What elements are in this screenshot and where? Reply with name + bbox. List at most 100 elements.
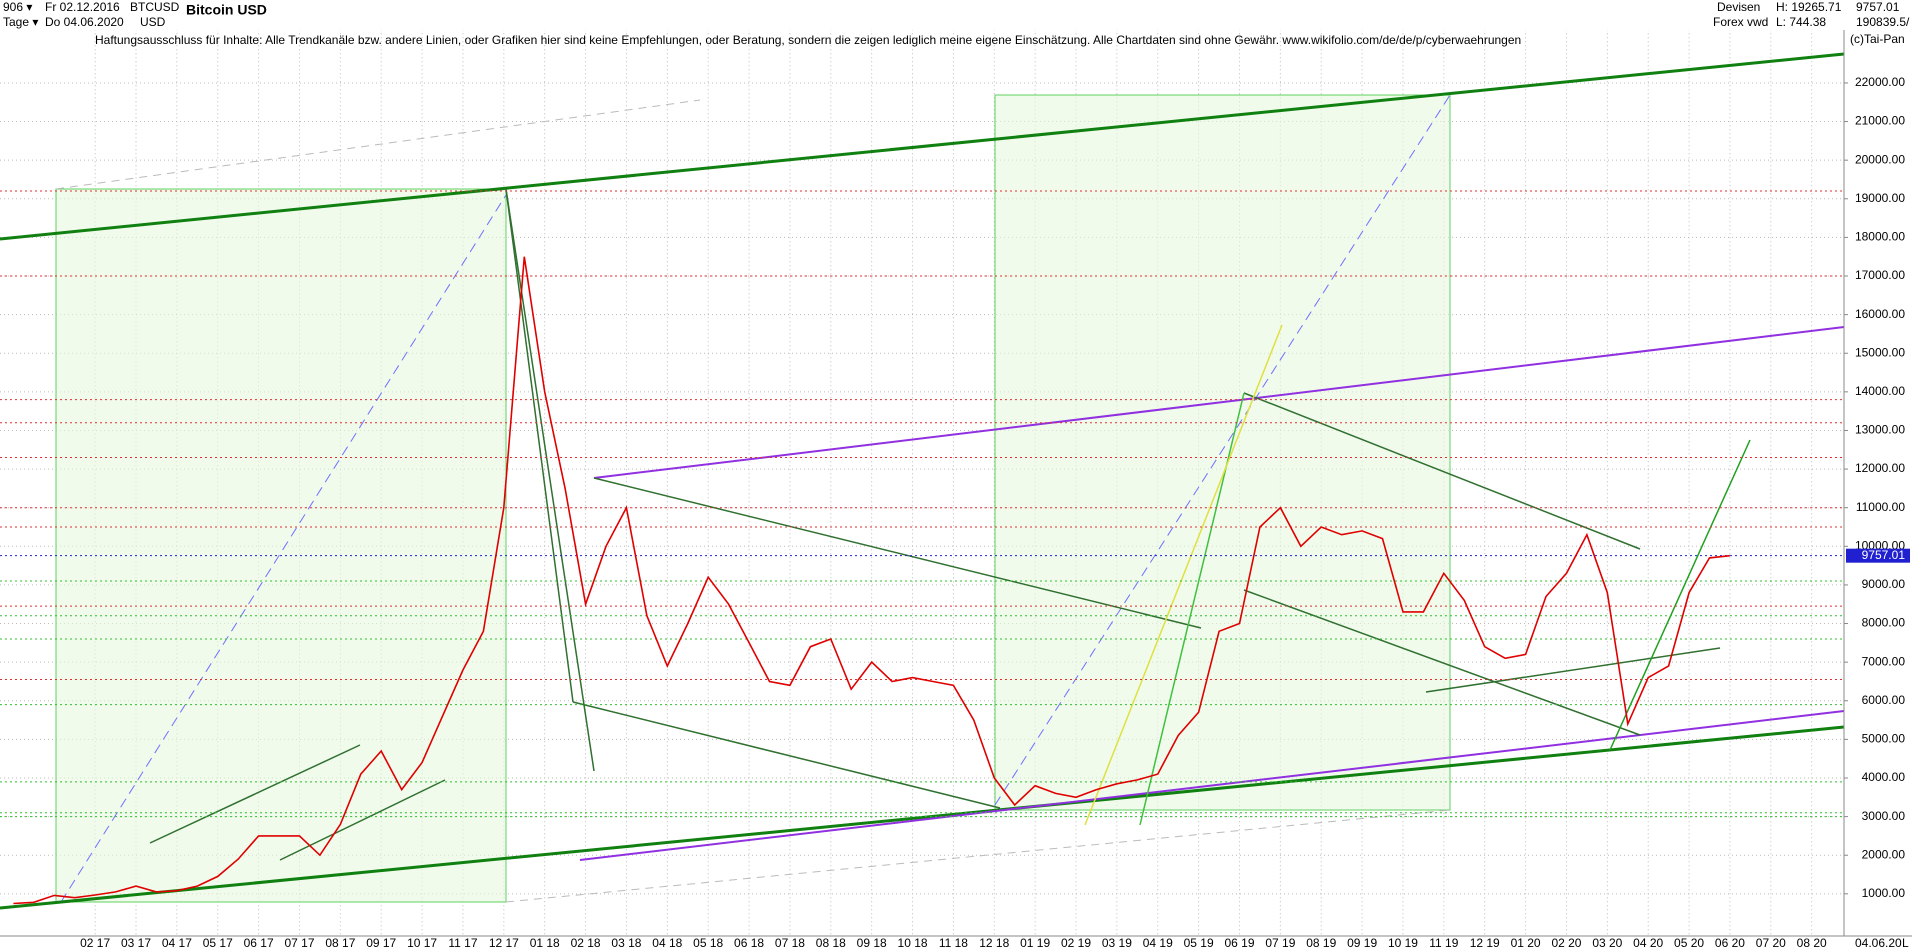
- x-tick-label: 06 19: [1224, 936, 1254, 950]
- footer-date: 04.06.20: [1855, 936, 1902, 950]
- x-tick-label: 03 17: [121, 936, 151, 950]
- x-tick-label: 09 18: [857, 936, 887, 950]
- x-tick-label: 08 20: [1797, 936, 1827, 950]
- x-tick-label: 02 17: [80, 936, 110, 950]
- trend-line: [1243, 589, 1641, 736]
- header-last: 9757.01: [1856, 0, 1900, 14]
- x-tick-label: 10 17: [407, 936, 437, 950]
- y-tick-label: 3000.00: [1862, 809, 1906, 823]
- header-bar: [0, 0, 1912, 30]
- x-tick-label: 07 20: [1756, 936, 1786, 950]
- header-period: Tage ▾: [3, 15, 38, 29]
- x-tick-label: 08 19: [1306, 936, 1336, 950]
- zone-box: [55, 188, 507, 903]
- trend-line: [593, 477, 1202, 629]
- y-tick-label: 4000.00: [1862, 770, 1906, 784]
- y-axis-panel: [1844, 0, 1912, 952]
- trend-line: [279, 779, 446, 861]
- header-high: H: 19265.71: [1776, 0, 1842, 14]
- trend-line: [572, 701, 1001, 809]
- x-tick-label: 01 18: [530, 936, 560, 950]
- header-source: Forex vwd: [1713, 15, 1768, 29]
- x-tick-label: 12 18: [979, 936, 1009, 950]
- trend-line: [994, 94, 1451, 806]
- y-tick-label: 18000.00: [1855, 230, 1905, 244]
- x-tick-label: 05 17: [203, 936, 233, 950]
- price-layer: [13, 256, 1730, 905]
- y-tick-label: 6000.00: [1862, 693, 1906, 707]
- chart-subtitle: Haftungsausschluss für Inhalte: Alle Tre…: [95, 33, 1521, 47]
- trend-line: [149, 744, 361, 844]
- x-tick-label: 03 19: [1102, 936, 1132, 950]
- header-start: Fr 02.12.2016: [45, 0, 120, 14]
- trend-line: [579, 710, 1845, 861]
- trend-line: [0, 52, 1845, 241]
- trend-line: [505, 809, 1451, 903]
- y-tick-label: 21000.00: [1855, 114, 1905, 128]
- y-tick-label: 1000.00: [1862, 886, 1906, 900]
- x-tick-label: 07 18: [775, 936, 805, 950]
- trend-line: [0, 725, 1845, 910]
- y-tick-label: 9000.00: [1862, 577, 1906, 591]
- x-tick-label: 04 18: [652, 936, 682, 950]
- footer-scale: L: [1902, 936, 1909, 950]
- x-tick-label: 03 18: [611, 936, 641, 950]
- decorations: [0, 52, 1845, 910]
- x-tick-label: 06 20: [1715, 936, 1745, 950]
- trend-line: [1084, 324, 1283, 826]
- header-market: Devisen: [1717, 0, 1760, 14]
- copyright: (c)Tai-Pan: [1850, 32, 1905, 46]
- x-tick-label: 11 17: [448, 936, 477, 950]
- y-tick-label: 2000.00: [1862, 847, 1906, 861]
- trend-line: [505, 188, 595, 772]
- trend-line: [60, 194, 507, 903]
- y-tick-label: 19000.00: [1855, 191, 1905, 205]
- x-tick-label: 05 19: [1184, 936, 1214, 950]
- y-tick-label: 15000.00: [1855, 345, 1905, 359]
- x-tick-label: 02 20: [1551, 936, 1581, 950]
- header-volume: 190839.5/: [1856, 15, 1910, 29]
- header-currency: USD: [140, 15, 166, 29]
- x-tick-label: 10 18: [898, 936, 928, 950]
- last-price-label: 9757.01: [1862, 548, 1906, 562]
- x-tick-label: 08 17: [325, 936, 355, 950]
- x-tick-label: 01 20: [1511, 936, 1541, 950]
- x-tick-label: 04 19: [1143, 936, 1173, 950]
- x-tick-label: 04 17: [162, 936, 192, 950]
- x-tick-label: 08 18: [816, 936, 846, 950]
- header-end: Do 04.06.2020: [45, 15, 124, 29]
- trend-line: [593, 326, 1845, 479]
- y-tick-label: 13000.00: [1855, 423, 1905, 437]
- y-tick-label: 22000.00: [1855, 75, 1905, 89]
- header-symbol: BTCUSD: [130, 0, 180, 14]
- x-tick-label: 11 19: [1429, 936, 1458, 950]
- x-tick-label: 12 17: [489, 936, 519, 950]
- y-tick-label: 16000.00: [1855, 307, 1905, 321]
- chart-title: Bitcoin USD: [186, 2, 267, 18]
- zone-box: [994, 94, 1451, 811]
- y-tick-label: 7000.00: [1862, 654, 1906, 668]
- header-id: 906 ▾: [3, 0, 32, 14]
- price-line: [13, 256, 1730, 905]
- last-price-box: [1846, 548, 1910, 563]
- x-tick-label: 12 19: [1470, 936, 1500, 950]
- x-tick-label: 01 19: [1020, 936, 1050, 950]
- x-tick-label: 02 19: [1061, 936, 1091, 950]
- x-tick-label: 02 18: [571, 936, 601, 950]
- x-tick-label: 05 20: [1674, 936, 1704, 950]
- x-tick-label: 06 18: [734, 936, 764, 950]
- y-tick-label: 14000.00: [1855, 384, 1905, 398]
- x-tick-label: 06 17: [244, 936, 274, 950]
- levels: [0, 190, 1844, 818]
- x-tick-label: 07 17: [284, 936, 314, 950]
- header-low: L: 744.38: [1776, 15, 1826, 29]
- x-tick-label: 09 17: [366, 936, 396, 950]
- y-tick-label: 11000.00: [1856, 500, 1905, 514]
- trend-line: [1609, 439, 1751, 751]
- x-tick-label: 05 18: [693, 936, 723, 950]
- trend-line: [1243, 392, 1641, 550]
- x-tick-label: 09 19: [1347, 936, 1377, 950]
- y-tick-label: 12000.00: [1855, 461, 1905, 475]
